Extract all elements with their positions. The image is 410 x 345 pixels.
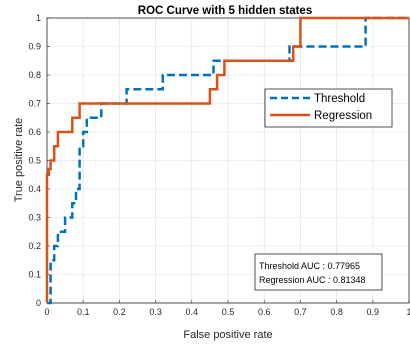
legend-threshold-label: Threshold	[314, 93, 365, 105]
y-tick-label: 0.7	[28, 99, 41, 109]
x-tick-label: 0.1	[77, 307, 90, 317]
y-tick-label: 0.9	[28, 42, 41, 52]
y-axis-label: True positive rate	[13, 118, 25, 203]
y-tick-label: 0.4	[28, 184, 41, 194]
chart-title: ROC Curve with 5 hidden states	[138, 5, 312, 17]
series-line-regression	[45, 16, 409, 303]
x-tick-label: 0.2	[113, 307, 126, 317]
series-lines	[45, 16, 409, 305]
y-tick-label: 0.5	[28, 156, 41, 166]
threshold-auc-text: Threshold AUC : 0.77965	[259, 261, 360, 271]
x-tick-label: 0.8	[330, 307, 343, 317]
x-tick-label: 0.9	[367, 307, 380, 317]
auc-annotation-box	[254, 253, 383, 291]
x-axis-label: False positive rate	[183, 329, 272, 341]
auc-annotation: Threshold AUC : 0.77965 Regression AUC :…	[254, 253, 383, 291]
x-tick-label: 0.6	[258, 307, 271, 317]
y-tick-label: 0.3	[28, 213, 41, 223]
x-tick-label: 0.3	[149, 307, 162, 317]
legend-regression-label: Regression	[314, 110, 372, 122]
x-tick-label: 0.4	[186, 307, 199, 317]
x-tick-label: 0.5	[222, 307, 235, 317]
y-tick-label: 0	[36, 298, 41, 308]
y-tick-label: 0.8	[28, 70, 41, 80]
y-axis-ticks: 0 0.1 0.2 0.3 0.4 0.5 0.6 0.7 0.8 0.9 1	[28, 13, 50, 308]
x-tick-label: 0.7	[294, 307, 307, 317]
y-tick-label: 0.6	[28, 127, 41, 137]
x-axis-ticks: 0 0.1 0.2 0.3 0.4 0.5 0.6 0.7 0.8 0.9 1	[44, 300, 410, 317]
series-line-threshold	[47, 16, 409, 305]
x-tick-label: 0	[44, 307, 49, 317]
legend-box	[264, 88, 393, 128]
y-tick-label: 1	[36, 13, 41, 23]
y-tick-label: 0.1	[28, 270, 41, 280]
x-tick-label: 1	[406, 307, 410, 317]
regression-auc-text: Regression AUC : 0.81348	[259, 275, 366, 285]
legend: Threshold Regression	[264, 88, 393, 128]
y-tick-label: 0.2	[28, 241, 41, 251]
